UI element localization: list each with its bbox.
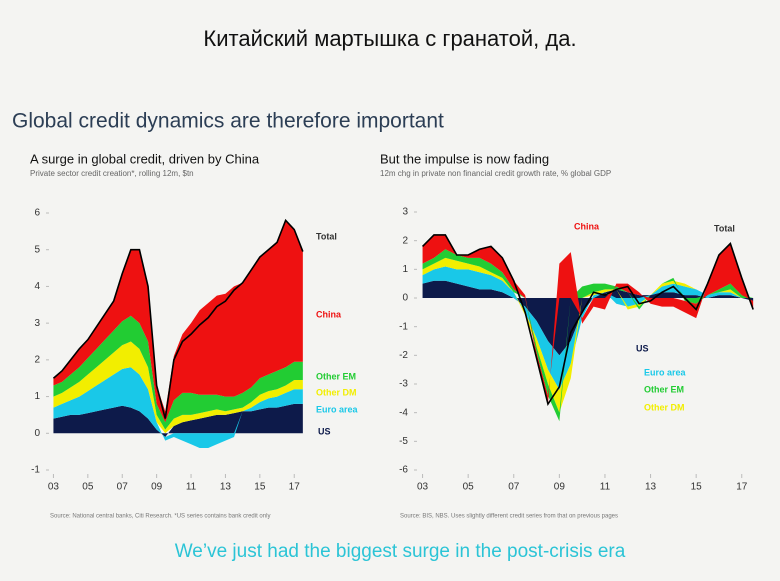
y-tick-label: 3 — [402, 207, 408, 218]
y-tick-label: 1 — [34, 391, 40, 402]
y-tick-label: -3 — [399, 379, 408, 390]
y-tick-label: -1 — [399, 321, 408, 332]
y-tick-label: 1 — [402, 264, 408, 275]
slide-title: Китайский мартышка с гранатой, да. — [203, 26, 576, 51]
area — [53, 403, 303, 437]
x-tick-label: 03 — [417, 482, 429, 493]
series-label: Total — [714, 223, 735, 233]
area — [422, 280, 754, 356]
x-tick-label: 15 — [691, 482, 703, 493]
y-tick-label: 0 — [34, 428, 40, 439]
x-tick-label: 15 — [254, 482, 266, 493]
series-label: US — [636, 343, 649, 353]
y-tick-label: -2 — [399, 350, 408, 361]
chart-subtitle: 12m chg in private non financial credit … — [380, 169, 611, 178]
y-tick-label: 6 — [34, 208, 40, 219]
x-tick-label: 07 — [117, 482, 129, 493]
y-tick-label: -5 — [399, 436, 408, 447]
x-tick-label: 13 — [645, 482, 657, 493]
total-line — [52, 218, 304, 419]
series-label: China — [574, 221, 600, 231]
x-tick-label: 17 — [736, 482, 748, 493]
series-label: Euro area — [644, 367, 687, 377]
footer: We’ve just had the biggest surge in the … — [175, 541, 626, 562]
y-tick-label: 2 — [402, 235, 408, 246]
y-tick-label: -4 — [399, 407, 408, 418]
x-tick-label: 03 — [48, 482, 60, 493]
x-tick-label: 09 — [151, 482, 163, 493]
x-tick-label: 17 — [289, 482, 301, 493]
x-tick-label: 07 — [508, 482, 520, 493]
y-tick-label: 0 — [402, 293, 408, 304]
series-label: China — [316, 309, 342, 319]
total-line — [421, 234, 754, 407]
series-label: US — [318, 426, 331, 436]
chart-source: Source: BIS, NBS. Uses slightly differen… — [400, 514, 618, 520]
y-tick-label: -1 — [31, 465, 40, 476]
area — [53, 367, 303, 448]
series-label: Other DM — [644, 402, 685, 412]
chart-source: Source: National central banks, Citi Res… — [50, 514, 270, 520]
chart-title: A surge in global credit, driven by Chin… — [30, 151, 260, 166]
chart-title: But the impulse is now fading — [380, 151, 549, 166]
y-tick-label: 4 — [34, 281, 40, 292]
series-label: Euro area — [316, 404, 359, 414]
series-label: Other EM — [316, 371, 356, 381]
x-tick-label: 13 — [220, 482, 232, 493]
area — [53, 341, 303, 434]
area — [53, 220, 303, 423]
y-tick-label: 5 — [34, 244, 40, 255]
heading: Global credit dynamics are therefore imp… — [12, 110, 444, 133]
area — [422, 266, 754, 390]
chart-subtitle: Private sector credit creation*, rolling… — [30, 169, 194, 178]
series-label: Other DM — [316, 387, 357, 397]
series-label: Total — [316, 231, 337, 241]
x-tick-label: 05 — [82, 482, 94, 493]
x-tick-label: 09 — [554, 482, 566, 493]
x-tick-label: 05 — [463, 482, 475, 493]
x-tick-label: 11 — [600, 482, 611, 493]
y-tick-label: -6 — [399, 465, 408, 476]
y-tick-label: 3 — [34, 318, 40, 329]
series-label: Other EM — [644, 384, 684, 394]
x-tick-label: 11 — [186, 482, 197, 493]
area — [53, 315, 303, 430]
y-tick-label: 2 — [34, 354, 40, 365]
